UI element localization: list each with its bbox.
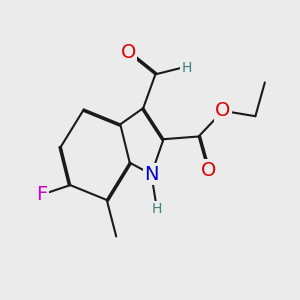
- Text: F: F: [36, 185, 47, 204]
- Text: H: H: [152, 202, 162, 216]
- Text: H: H: [181, 61, 192, 75]
- Text: N: N: [144, 165, 159, 184]
- Text: O: O: [121, 43, 136, 62]
- Text: O: O: [200, 161, 216, 180]
- Text: O: O: [215, 101, 231, 120]
